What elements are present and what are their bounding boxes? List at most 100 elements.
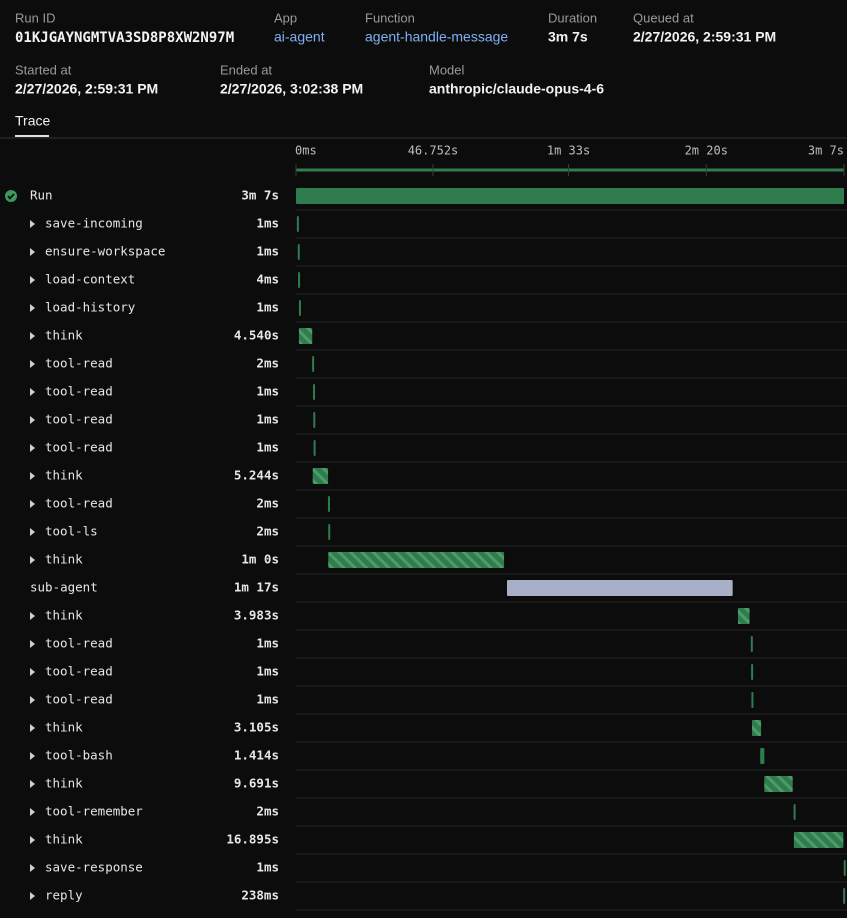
expand-arrow[interactable]	[30, 640, 35, 648]
span-bar[interactable]	[298, 300, 301, 316]
span-bar[interactable]	[298, 328, 313, 344]
expand-arrow[interactable]	[30, 304, 35, 312]
span-name[interactable]: load-context	[45, 272, 135, 287]
span-bar[interactable]	[298, 272, 301, 288]
tab[interactable]: Trace	[15, 113, 50, 129]
span-bar[interactable]	[312, 356, 315, 372]
span-name[interactable]: tool-read	[45, 356, 113, 371]
span-bar[interactable]	[296, 216, 299, 232]
expand-arrow[interactable]	[30, 360, 35, 368]
expand-arrow[interactable]	[30, 220, 35, 228]
expand-arrow[interactable]	[30, 612, 35, 620]
span-name[interactable]: tool-read	[45, 384, 113, 399]
span-duration: 1ms	[256, 244, 279, 259]
span-bar[interactable]	[764, 776, 793, 792]
span-duration: 4ms	[256, 272, 279, 287]
x-tick-label: 1m 33s	[547, 144, 590, 158]
span-bar[interactable]	[312, 384, 315, 400]
expand-arrow[interactable]	[30, 780, 35, 788]
span-name[interactable]: sub-agent	[30, 580, 98, 595]
field-value: 2/27/2026, 2:59:31 PM	[15, 81, 158, 97]
x-tick-label: 2m 20s	[685, 144, 728, 158]
span-name[interactable]: tool-read	[45, 412, 113, 427]
span-bar[interactable]	[327, 496, 330, 512]
expand-arrow[interactable]	[30, 388, 35, 396]
status-check	[7, 193, 15, 200]
field-value: anthropic/claude-opus-4-6	[429, 81, 604, 97]
span-name[interactable]: tool-read	[45, 496, 113, 511]
span-name[interactable]: tool-read	[45, 636, 113, 651]
field-value[interactable]: ai-agent	[274, 29, 325, 45]
span-bar[interactable]	[312, 468, 329, 484]
span-bar[interactable]	[750, 636, 753, 652]
expand-arrow[interactable]	[30, 248, 35, 256]
span-bar[interactable]	[313, 440, 316, 456]
span-name[interactable]: tool-remember	[45, 804, 143, 819]
expand-arrow[interactable]	[30, 836, 35, 844]
expand-arrow[interactable]	[30, 416, 35, 424]
field-value: 3m 7s	[548, 29, 588, 45]
span-name[interactable]: tool-bash	[45, 748, 113, 763]
expand-arrow[interactable]	[30, 864, 35, 872]
field-label: Queued at	[633, 10, 694, 25]
expand-arrow[interactable]	[30, 556, 35, 564]
span-name[interactable]: load-history	[45, 300, 136, 315]
span-name[interactable]: think	[45, 552, 83, 567]
span-name[interactable]: save-incoming	[45, 216, 143, 231]
span-name[interactable]: think	[45, 832, 83, 847]
span-bar[interactable]	[313, 412, 316, 428]
expand-arrow[interactable]	[30, 892, 35, 900]
span-bar[interactable]	[328, 524, 331, 540]
span-bar[interactable]	[843, 888, 846, 904]
span-duration: 1.414s	[234, 748, 279, 763]
span-bar[interactable]	[296, 188, 844, 204]
expand-arrow[interactable]	[30, 696, 35, 704]
expand-arrow[interactable]	[30, 276, 35, 284]
span-bar[interactable]	[506, 580, 733, 596]
span-name[interactable]: tool-read	[45, 664, 113, 679]
span-duration: 2ms	[256, 804, 279, 819]
span-bar[interactable]	[793, 832, 844, 848]
expand-arrow[interactable]	[30, 808, 35, 816]
expand-arrow[interactable]	[30, 724, 35, 732]
expand-arrow[interactable]	[30, 752, 35, 760]
span-name[interactable]: save-response	[45, 860, 143, 875]
span-name[interactable]: ensure-workspace	[45, 244, 165, 259]
expand-arrow[interactable]	[30, 528, 35, 536]
span-duration: 3.983s	[234, 608, 279, 623]
expand-arrow[interactable]	[30, 500, 35, 508]
span-name[interactable]: think	[45, 608, 83, 623]
span-bar[interactable]	[751, 664, 754, 680]
span-duration: 1ms	[256, 216, 279, 231]
span-bar[interactable]	[751, 720, 762, 736]
span-name[interactable]: tool-read	[45, 692, 113, 707]
span-name[interactable]: think	[45, 468, 83, 483]
expand-arrow[interactable]	[30, 668, 35, 676]
field-value[interactable]: agent-handle-message	[365, 29, 508, 45]
span-name[interactable]: think	[45, 720, 83, 735]
span-duration: 1ms	[256, 440, 279, 455]
span-name[interactable]: reply	[45, 888, 83, 903]
span-bar[interactable]	[760, 748, 765, 764]
expand-arrow[interactable]	[30, 332, 35, 340]
span-duration: 4.540s	[234, 328, 279, 343]
span-duration: 1ms	[256, 860, 279, 875]
span-name[interactable]: think	[45, 776, 83, 791]
span-bar[interactable]	[751, 692, 754, 708]
span-name[interactable]: tool-read	[45, 440, 113, 455]
span-bar[interactable]	[297, 244, 300, 260]
span-duration: 1ms	[256, 692, 279, 707]
span-name[interactable]: Run	[30, 188, 53, 203]
span-name[interactable]: tool-ls	[45, 524, 98, 539]
span-duration: 2ms	[256, 356, 279, 371]
field-label: Run ID	[15, 10, 55, 25]
span-bar[interactable]	[737, 608, 750, 624]
span-bar[interactable]	[793, 804, 796, 820]
span-duration: 1ms	[256, 412, 279, 427]
span-bar[interactable]	[843, 860, 846, 876]
expand-arrow[interactable]	[30, 444, 35, 452]
span-duration: 1ms	[256, 384, 279, 399]
expand-arrow[interactable]	[30, 472, 35, 480]
span-name[interactable]: think	[45, 328, 83, 343]
span-bar[interactable]	[328, 552, 505, 568]
